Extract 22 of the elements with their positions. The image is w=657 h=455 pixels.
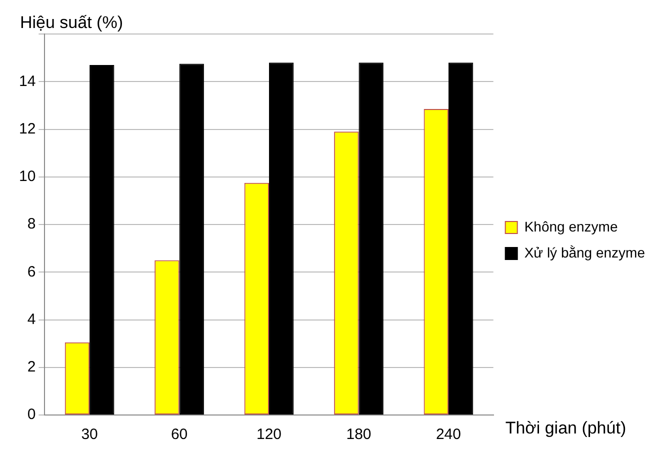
bar bbox=[90, 64, 114, 414]
y-axis-title: Hiệu suất (%) bbox=[20, 13, 123, 32]
y-tick-label: 12 bbox=[18, 120, 36, 138]
y-tick-label: 4 bbox=[27, 310, 36, 328]
x-tick-label: 60 bbox=[170, 426, 188, 444]
y-tick-label: 14 bbox=[18, 72, 36, 90]
y-tick-label: 0 bbox=[27, 406, 36, 424]
legend-label: Xử lý bằng enzyme bbox=[524, 244, 646, 260]
x-tick-label: 120 bbox=[256, 426, 282, 444]
x-axis-title: Thời gian (phút) bbox=[505, 418, 626, 438]
bar bbox=[448, 62, 474, 414]
legend-label: Không enzyme bbox=[524, 218, 618, 234]
x-tick-label: 30 bbox=[81, 426, 98, 444]
bar bbox=[269, 62, 294, 414]
y-tick-label: 10 bbox=[18, 168, 36, 186]
x-tick-label: 240 bbox=[436, 426, 461, 444]
bar bbox=[179, 64, 204, 414]
y-tick-label: 2 bbox=[27, 358, 36, 376]
bar bbox=[358, 62, 384, 414]
x-tick-label: 180 bbox=[346, 426, 372, 444]
y-tick-label: 8 bbox=[27, 216, 36, 233]
y-tick-label: 6 bbox=[27, 263, 36, 280]
